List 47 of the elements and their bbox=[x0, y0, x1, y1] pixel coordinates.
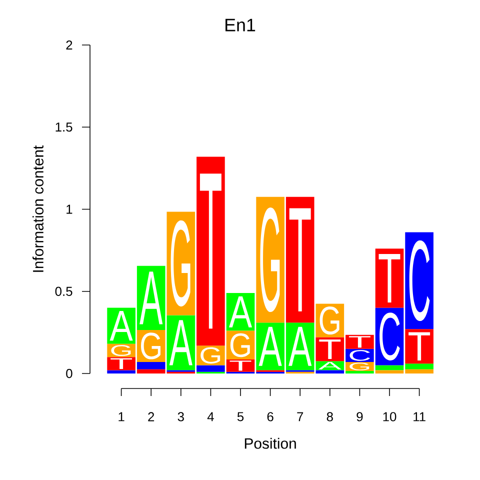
text: G bbox=[320, 306, 340, 335]
series-label: T bbox=[230, 360, 252, 371]
text: A bbox=[140, 272, 163, 324]
x-axis-title: Position bbox=[244, 438, 296, 449]
text: G bbox=[140, 332, 160, 360]
x-tick-label: 9 bbox=[356, 412, 363, 422]
text: G bbox=[200, 347, 220, 364]
text: C bbox=[380, 312, 400, 360]
x-tick-label: 2 bbox=[148, 412, 154, 422]
text: A bbox=[228, 296, 252, 328]
x-tick-label: 8 bbox=[326, 412, 333, 422]
y-axis-title: Information content bbox=[32, 145, 44, 272]
x-tick-label: 5 bbox=[237, 412, 244, 422]
text: C bbox=[409, 240, 430, 322]
bar bbox=[136, 362, 166, 370]
text: G bbox=[260, 207, 280, 312]
text: T bbox=[289, 208, 311, 312]
text: A bbox=[169, 320, 192, 366]
text: T bbox=[378, 254, 400, 302]
x-tick-label: 11 bbox=[414, 412, 426, 422]
text: A bbox=[110, 311, 133, 341]
text: A bbox=[288, 326, 312, 366]
chart-title: En1 bbox=[226, 18, 256, 32]
y-tick-label: 2 bbox=[66, 40, 72, 50]
x-tick-label: 10 bbox=[383, 412, 396, 422]
bar bbox=[107, 370, 136, 374]
text: T bbox=[408, 332, 430, 361]
text: G bbox=[170, 220, 190, 307]
series-label: C bbox=[350, 350, 370, 361]
x-tick-label: 6 bbox=[267, 412, 274, 422]
text: T bbox=[110, 358, 132, 370]
y-tick-label: 0 bbox=[66, 368, 72, 378]
y-tick-label: 1.5 bbox=[56, 122, 72, 132]
x-tick-label: 3 bbox=[178, 412, 184, 422]
series-label: A bbox=[318, 362, 342, 370]
text: T bbox=[348, 336, 370, 348]
text: G bbox=[111, 345, 131, 356]
y-tick-label: 1 bbox=[66, 204, 72, 214]
x-tick-label: 7 bbox=[297, 412, 304, 422]
series-label: G bbox=[350, 362, 370, 370]
text: G bbox=[230, 333, 250, 358]
x-tick-label: 4 bbox=[207, 412, 214, 422]
y-tick-label: 0.5 bbox=[55, 286, 72, 296]
text: T bbox=[319, 340, 341, 360]
text: T bbox=[200, 174, 222, 329]
x-tick-label: 1 bbox=[118, 412, 124, 422]
text: A bbox=[258, 326, 282, 366]
